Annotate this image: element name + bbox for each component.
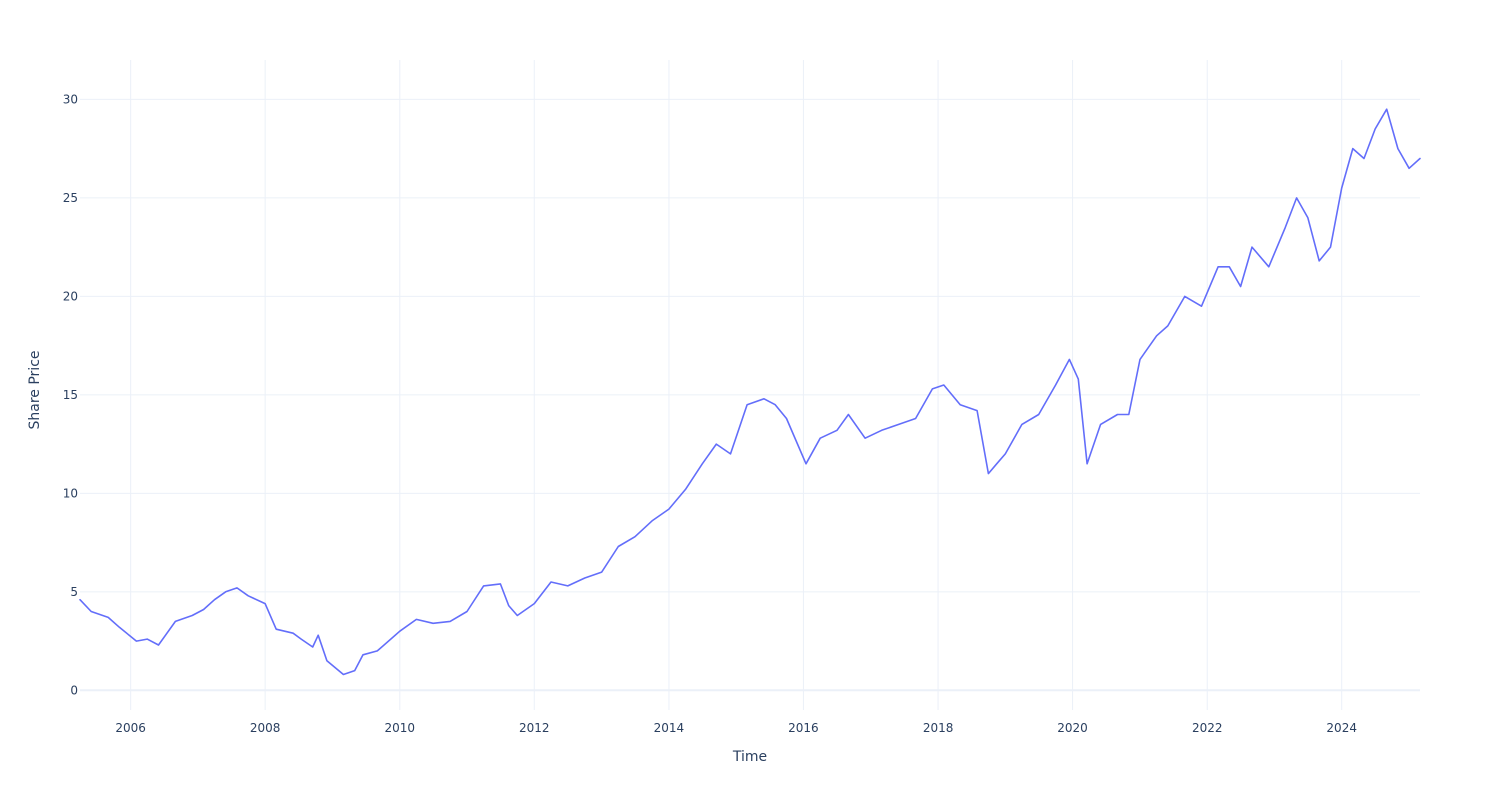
y-tick-label: 5 <box>70 585 78 599</box>
x-tick-label: 2018 <box>923 721 954 735</box>
tick-labels: 2006 2008 2010 2012 2014 2016 2018 2020 2022 2024… <box>63 92 1357 735</box>
x-tick-label: 2010 <box>385 721 416 735</box>
x-tick-label: 2014 <box>654 721 685 735</box>
x-tick-label: 2016 <box>788 721 819 735</box>
x-tick-label: 2006 <box>115 721 146 735</box>
x-axis-title: Time <box>732 749 767 765</box>
x-tick-label: 2024 <box>1326 721 1357 735</box>
y-tick-label: 0 <box>70 683 78 697</box>
y-tick-label: 20 <box>63 289 78 303</box>
y-tick-label: 30 <box>63 92 78 106</box>
y-tick-label: 15 <box>63 388 78 402</box>
x-tick-label: 2012 <box>519 721 550 735</box>
y-axis-title: Share Price <box>27 350 43 429</box>
share-price-line <box>79 108 1421 676</box>
grid <box>80 60 1420 710</box>
x-tick-label: 2008 <box>250 721 281 735</box>
y-tick-label: 25 <box>63 191 78 205</box>
x-tick-label: 2020 <box>1057 721 1088 735</box>
y-tick-label: 10 <box>63 486 78 500</box>
series-layer <box>79 108 1421 676</box>
x-tick-label: 2022 <box>1192 721 1223 735</box>
